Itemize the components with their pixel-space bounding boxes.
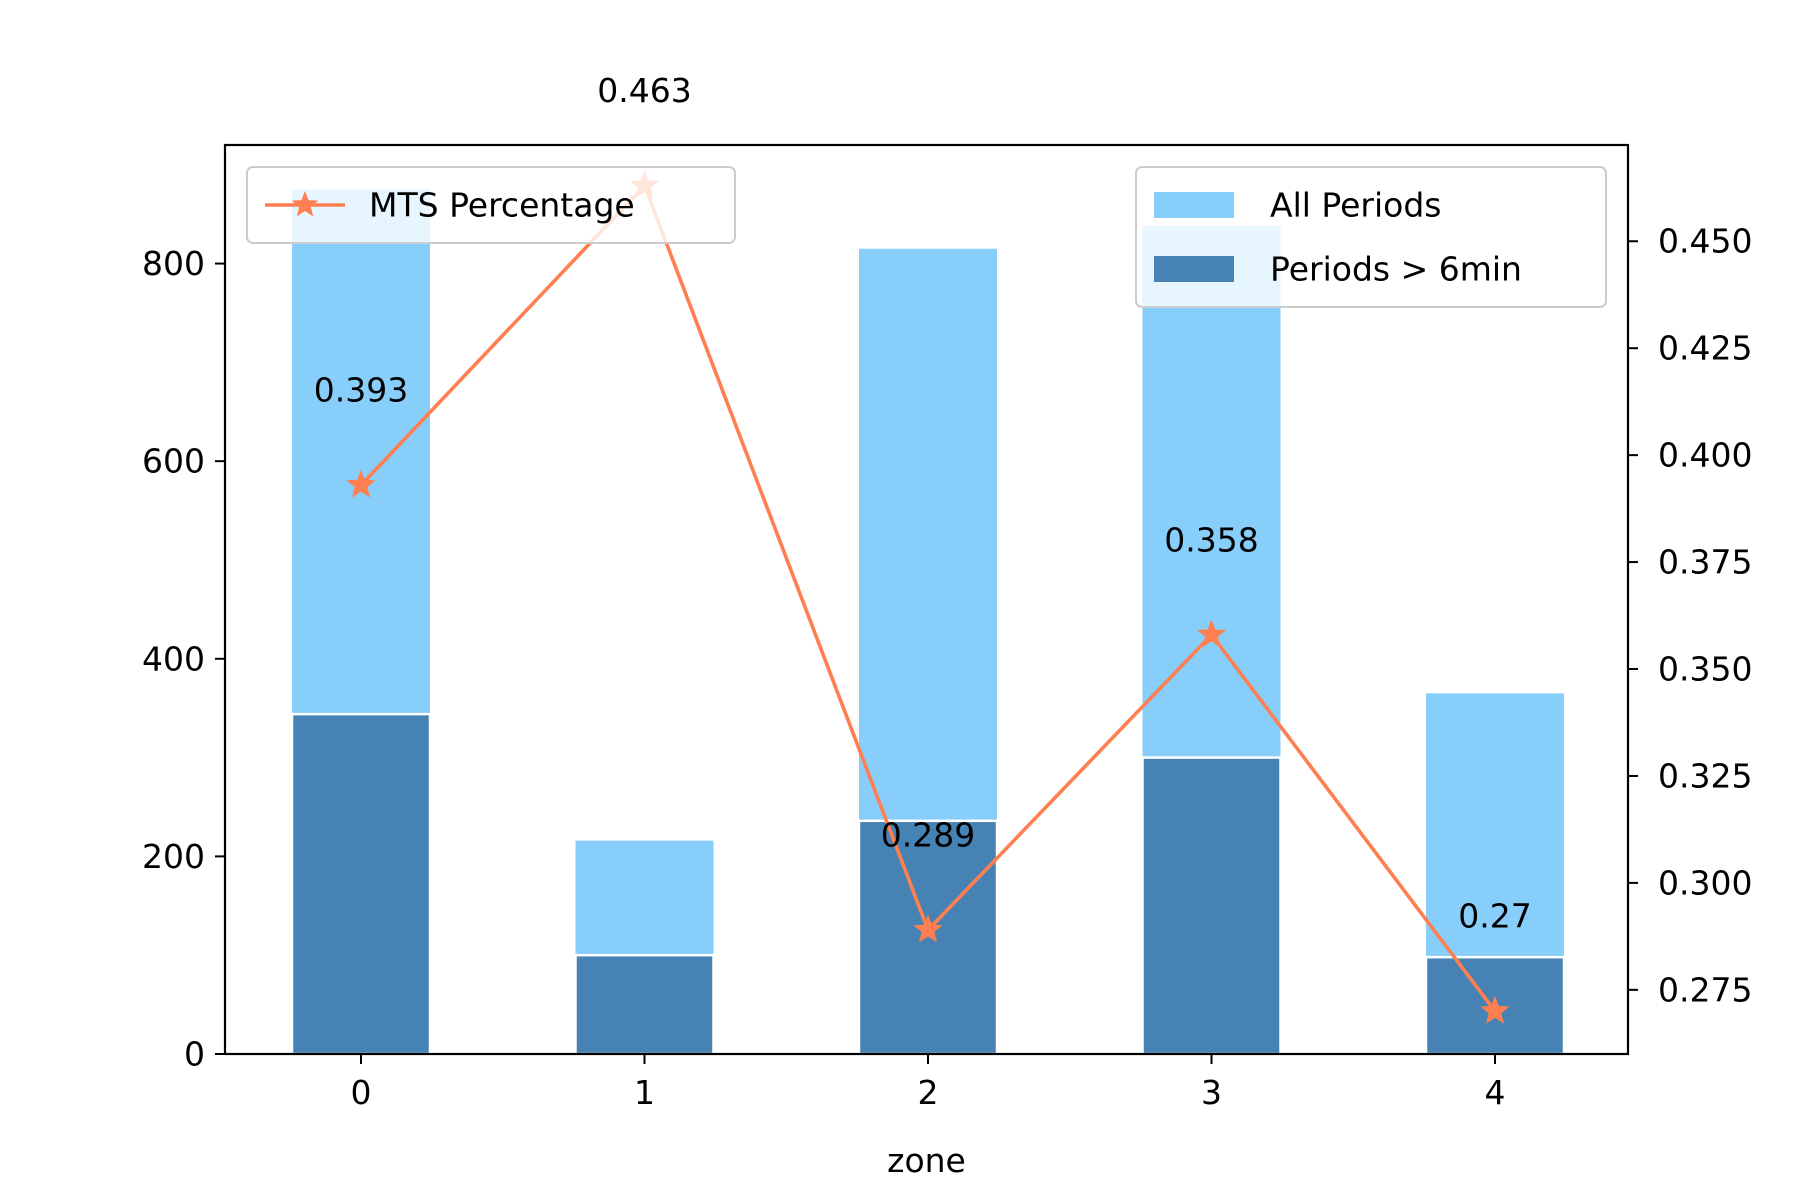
bar-periods-over-6min-2: [857, 819, 999, 1056]
x-tick-label-0: 0: [351, 1073, 372, 1112]
y-tick-label-1: 200: [142, 837, 205, 876]
y-tick-label-4: 800: [142, 244, 205, 283]
legend-line-box: [246, 166, 736, 244]
legend-label-1: Periods > 6min: [1270, 250, 1522, 289]
y2-tick-label-0: 0.275: [1658, 970, 1752, 1009]
mts-point-2: [913, 914, 943, 943]
bar-periods-over-6min-3: [1141, 756, 1282, 1056]
bar-periods-over-6min-0: [290, 712, 432, 1056]
y-tick-label-0: 0: [184, 1035, 205, 1074]
mts-point-4: [1480, 995, 1510, 1024]
y-tick-label-2: 400: [142, 639, 205, 678]
legend-swatch-0: [1154, 192, 1234, 218]
x-tick-label-1: 1: [634, 1073, 655, 1112]
y2-tick-label-4: 0.375: [1658, 543, 1752, 582]
mts-data-label-4: 0.27: [1458, 897, 1531, 936]
x-tick-label-4: 4: [1485, 1073, 1506, 1112]
legend-star-marker: [291, 191, 319, 217]
mts-data-labels: 0.393 0.463 0.289 0.358 0.27: [314, 71, 1532, 936]
x-axis: 0 1 2 3 4: [351, 1054, 1506, 1112]
mts-data-label-1: 0.463: [597, 71, 691, 110]
bar-periods-over-6min-1: [574, 953, 715, 1056]
legend-bars: All Periods Periods > 6min: [1135, 166, 1607, 308]
y2-tick-label-6: 0.425: [1658, 329, 1752, 368]
bars-periods-over-6min: [290, 712, 1566, 1056]
legend-label-0: All Periods: [1270, 186, 1442, 225]
legend-line: MTS Percentage: [246, 166, 736, 244]
mts-data-label-3: 0.358: [1164, 520, 1258, 559]
legend-bars-box: [1135, 166, 1607, 308]
plot-frame: [223, 143, 1630, 1056]
legend-swatch-1: [1154, 256, 1234, 282]
y2-tick-label-1: 0.300: [1658, 863, 1752, 902]
mts-data-label-0: 0.393: [314, 371, 408, 410]
y2-tick-label-5: 0.400: [1658, 436, 1752, 475]
y-tick-label-3: 600: [142, 442, 205, 481]
x-tick-label-3: 3: [1201, 1073, 1222, 1112]
x-tick-label-2: 2: [918, 1073, 939, 1112]
y-axis-left: 0 200 400 600 800: [142, 244, 225, 1074]
y2-tick-label-2: 0.325: [1658, 756, 1752, 795]
y2-tick-label-3: 0.350: [1658, 650, 1752, 689]
mts-data-label-2: 0.289: [881, 815, 975, 854]
mts-point-3: [1196, 619, 1227, 648]
x-axis-title: zone: [887, 1141, 966, 1180]
y-axis-right: 0.275 0.300 0.325 0.350 0.375 0.400 0.425 0.450: [1628, 222, 1752, 1009]
legend-label-mts: MTS Percentage: [369, 186, 635, 225]
mts-point-0: [346, 469, 376, 498]
y2-tick-label-7: 0.450: [1658, 222, 1752, 261]
